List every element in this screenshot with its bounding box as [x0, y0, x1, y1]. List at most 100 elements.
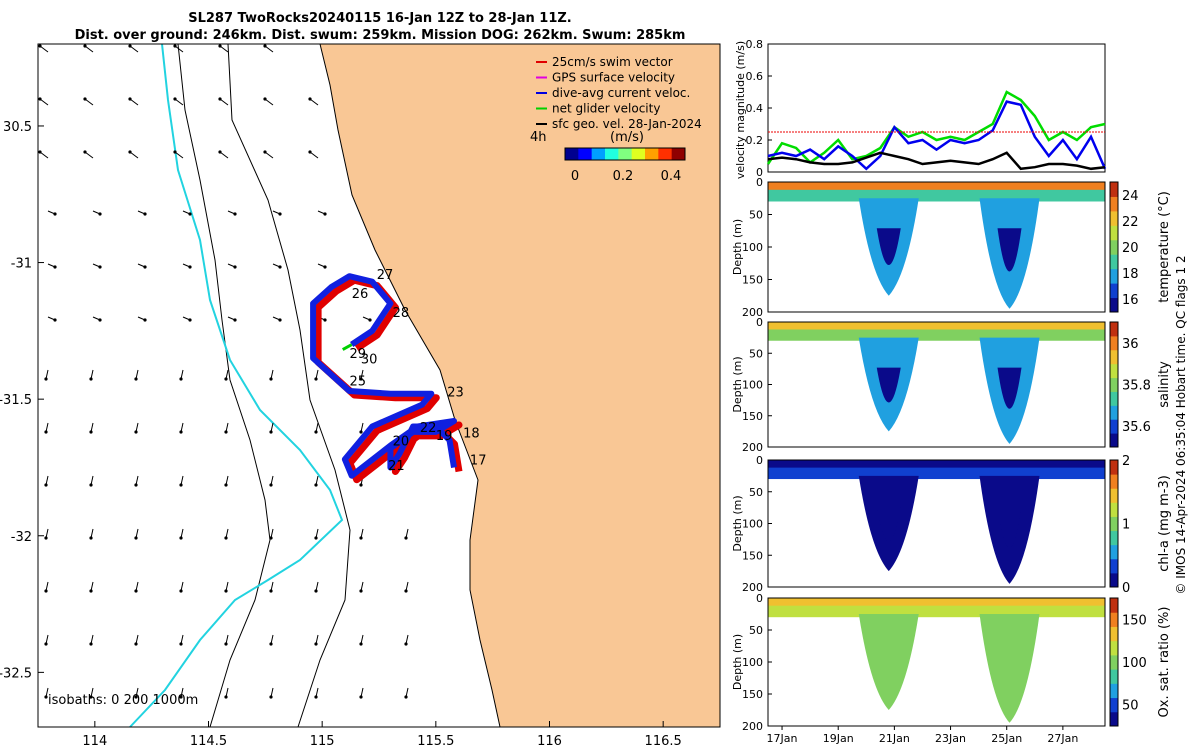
velocity-arrow-head: [269, 483, 273, 487]
velocity-arrow-head: [89, 430, 93, 434]
velocity-arrow-head: [128, 150, 132, 154]
colorbar-cell: [578, 148, 593, 160]
colorbar-cell: [631, 148, 646, 160]
colorbar-cell: [618, 148, 633, 160]
velocity-arrow-head: [368, 318, 372, 322]
colorbar-corner-label: 4h: [530, 130, 547, 145]
depth-axis-label: Depth (m): [731, 634, 744, 690]
dive-profile-deep: [997, 505, 1022, 548]
section-surface-band: [768, 182, 1105, 190]
velocity-y-tick-label: 0.4: [746, 102, 764, 115]
isobath-1000: [177, 43, 271, 728]
velocity-arrow: [39, 98, 49, 106]
velocity-arrow-head: [44, 589, 48, 593]
colorbar-cell: [565, 148, 579, 160]
time-tick-label: 27Jan: [1047, 732, 1078, 745]
day-label: 28: [393, 306, 410, 321]
velocity-arrow-head: [134, 430, 138, 434]
velocity-arrow-head: [44, 377, 48, 381]
dive-profile-deep: [876, 505, 901, 542]
day-label: 20: [393, 435, 410, 450]
velocity-arrow-head: [44, 483, 48, 487]
map-frame: [37, 43, 721, 728]
velocity-arrow-head: [224, 430, 228, 434]
velocity-arrow: [174, 98, 184, 106]
depth-tick-label: 200: [742, 581, 763, 594]
dive-profile-deep: [997, 644, 1022, 687]
section-colorbar-tick: 22: [1122, 215, 1139, 230]
colorbar-cell: [645, 148, 659, 160]
velocity-arrow-head: [224, 483, 228, 487]
velocity-arrow-head: [359, 430, 363, 434]
day-label: 18: [463, 426, 480, 441]
legend-entry: dive-avg current veloc.: [552, 86, 690, 100]
velocity-arrow-head: [128, 44, 132, 48]
velocity-arrow-head: [134, 377, 138, 381]
x-tick-label: 114: [82, 734, 107, 749]
depth-tick-label: 100: [742, 241, 763, 254]
depth-tick-label: 100: [742, 656, 763, 669]
section-colorbar-cell: [1110, 488, 1118, 503]
velocity-arrow-head: [53, 212, 57, 216]
section-colorbar-cell: [1110, 322, 1118, 337]
depth-tick-label: 100: [742, 518, 763, 531]
velocity-arrow-head: [314, 536, 318, 540]
time-tick-label: 23Jan: [935, 732, 966, 745]
velocity-arrow-head: [359, 695, 363, 699]
swim-vector-track: [314, 276, 463, 484]
depth-tick-label: 50: [749, 624, 763, 637]
section-colorbar-frame: [1109, 181, 1119, 313]
velocity-arrow-head: [269, 536, 273, 540]
velocity-arrow-head: [269, 589, 273, 593]
day-label: 26: [352, 287, 369, 302]
depth-tick-label: 0: [756, 176, 763, 189]
section-colorbar-label: temperature (°C): [1157, 191, 1172, 303]
velocity-arrow-head: [263, 97, 267, 101]
velocity-arrow-head: [53, 318, 57, 322]
velocity-arrow: [174, 151, 184, 159]
velocity-arrow: [129, 98, 139, 106]
depth-tick-label: 200: [742, 306, 763, 319]
velocity-arrow-head: [269, 642, 273, 646]
depth-tick-label: 150: [742, 410, 763, 423]
velocity-arrow-head: [269, 695, 273, 699]
depth-tick-label: 200: [742, 441, 763, 454]
depth-axis-label: Depth (m): [731, 356, 744, 412]
y-tick-label: -32: [11, 530, 32, 545]
colorbar-cell: [591, 148, 606, 160]
day-label: 22: [420, 421, 437, 436]
chart-title-line-2: Dist. over ground: 246km. Dist. swum: 25…: [74, 28, 686, 43]
velocity-arrow-head: [263, 44, 267, 48]
velocity-arrow: [219, 151, 229, 159]
section-colorbar-frame: [1109, 597, 1119, 727]
velocity-arrow-head: [134, 536, 138, 540]
section-colorbar-tick: 150: [1122, 613, 1147, 628]
section-colorbar-cell: [1110, 391, 1118, 406]
velocity-arrow-head: [44, 430, 48, 434]
velocity-arrow-head: [44, 642, 48, 646]
day-label: 23: [447, 385, 464, 400]
velocity-arrow-head: [89, 483, 93, 487]
section-colorbar-tick: 0: [1122, 581, 1130, 596]
velocity-arrow-head: [314, 377, 318, 381]
depth-axis-label: Depth (m): [731, 219, 744, 275]
section-colorbar-frame: [1109, 459, 1119, 588]
velocity-arrow-head: [83, 150, 87, 154]
section-background: [768, 182, 1105, 312]
velocity-arrow-head: [224, 642, 228, 646]
velocity-arrow-head: [143, 212, 147, 216]
velocity-arrow: [264, 45, 274, 53]
section-colorbar-tick: 24: [1122, 189, 1139, 204]
velocity-arrow-head: [224, 589, 228, 593]
velocity-arrow-head: [218, 97, 222, 101]
velocity-arrow-head: [89, 536, 93, 540]
dive-profile-deep: [876, 228, 901, 265]
velocity-arrow: [39, 151, 49, 159]
velocity-series: [767, 100, 1107, 171]
day-label: 29: [349, 347, 366, 362]
current-velocity-track: [310, 273, 457, 479]
section-colorbar-cell: [1110, 239, 1118, 255]
velocity-arrow-head: [98, 265, 102, 269]
section-colorbar-cell: [1110, 558, 1118, 574]
